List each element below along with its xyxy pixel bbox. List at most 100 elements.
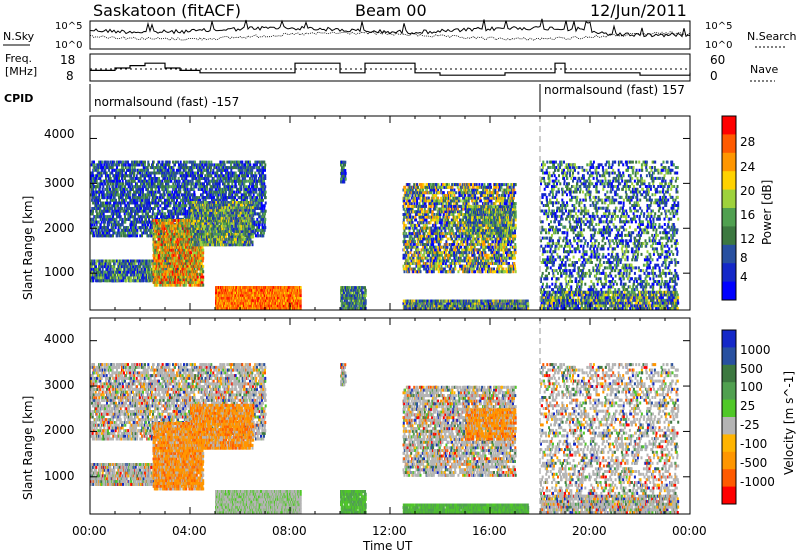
power-cell bbox=[224, 179, 227, 183]
power-cell bbox=[115, 168, 118, 172]
power-cell bbox=[115, 163, 118, 167]
power-cell bbox=[95, 193, 98, 197]
power-cell bbox=[202, 160, 205, 164]
power-cell bbox=[149, 220, 151, 224]
power-cell bbox=[264, 220, 266, 224]
power-cell bbox=[222, 174, 225, 178]
power-cell bbox=[241, 168, 244, 172]
power-cell bbox=[207, 177, 210, 180]
power-cell bbox=[141, 182, 143, 186]
power-cell bbox=[194, 198, 197, 202]
power-cell bbox=[97, 226, 100, 230]
power-cell bbox=[219, 160, 222, 164]
nave-tick-top: 60 bbox=[710, 53, 725, 67]
power-cell bbox=[106, 166, 108, 170]
power-cell bbox=[150, 201, 152, 205]
power-cell bbox=[220, 166, 223, 170]
power-cell bbox=[258, 160, 261, 164]
power-cell bbox=[136, 228, 139, 232]
power-cell bbox=[157, 185, 160, 189]
power-cell bbox=[125, 204, 128, 208]
power-cell bbox=[190, 185, 193, 189]
power-cell bbox=[180, 163, 183, 167]
power-cell bbox=[145, 204, 148, 208]
power-cell bbox=[111, 217, 114, 221]
power-cell bbox=[92, 190, 95, 194]
power-cell bbox=[112, 231, 115, 235]
power-cell bbox=[252, 190, 255, 194]
power-cell bbox=[98, 204, 101, 208]
power-cell bbox=[127, 215, 130, 219]
power-cell bbox=[101, 234, 104, 238]
power-cell bbox=[172, 166, 175, 170]
power-cell bbox=[147, 174, 150, 178]
power-cell bbox=[164, 212, 167, 216]
power-cell bbox=[211, 163, 213, 167]
power-cell bbox=[115, 190, 118, 194]
power-cell bbox=[168, 198, 171, 202]
power-cell bbox=[167, 196, 169, 200]
power-cell bbox=[103, 171, 106, 175]
power-cell bbox=[170, 168, 173, 172]
power-cell bbox=[139, 187, 142, 191]
power-cell bbox=[172, 215, 175, 219]
power-cell bbox=[95, 196, 98, 200]
power-cell bbox=[157, 207, 160, 210]
power-cell bbox=[239, 182, 242, 186]
power-cell bbox=[210, 190, 212, 194]
power-cell bbox=[161, 179, 164, 183]
power-cell bbox=[214, 174, 217, 178]
power-cell bbox=[244, 177, 246, 180]
power-cell bbox=[144, 193, 146, 197]
power-cell bbox=[97, 171, 100, 175]
power-cell bbox=[241, 160, 244, 164]
power-cell bbox=[142, 223, 144, 227]
power-cell bbox=[206, 182, 208, 186]
power-cell bbox=[91, 190, 93, 194]
power-cell bbox=[173, 207, 176, 210]
power-cell bbox=[95, 220, 98, 224]
power-cell bbox=[90, 177, 92, 180]
power-cell bbox=[144, 163, 146, 167]
power-cell bbox=[176, 198, 178, 202]
power-cell bbox=[99, 234, 102, 238]
power-cell bbox=[91, 171, 94, 175]
freq-label-2: [MHz] bbox=[5, 65, 37, 78]
power-cell bbox=[228, 171, 230, 175]
power-cell bbox=[108, 231, 111, 235]
power-cell bbox=[189, 171, 191, 175]
power-cell bbox=[229, 177, 231, 180]
power-cell bbox=[103, 220, 105, 224]
power-cell bbox=[105, 215, 107, 219]
power-cell bbox=[137, 204, 140, 208]
power-cell bbox=[106, 204, 108, 208]
power-cell bbox=[168, 215, 171, 219]
power-cell bbox=[141, 168, 143, 172]
power-cell bbox=[130, 171, 133, 175]
power-cell bbox=[137, 171, 139, 175]
power-cell bbox=[136, 207, 139, 210]
power-cell bbox=[151, 201, 154, 205]
power-cell bbox=[100, 174, 103, 178]
power-cell bbox=[108, 217, 110, 221]
power-cell bbox=[222, 166, 225, 170]
power-cell bbox=[187, 193, 189, 197]
power-cell bbox=[189, 179, 192, 183]
power-cell bbox=[177, 177, 180, 180]
power-cell bbox=[263, 160, 266, 164]
power-cell bbox=[216, 171, 219, 175]
power-cell bbox=[96, 185, 99, 189]
power-cell bbox=[113, 163, 116, 167]
power-cell bbox=[92, 234, 94, 238]
power-cell bbox=[218, 166, 220, 170]
power-cell bbox=[186, 196, 189, 200]
power-cell bbox=[137, 262, 140, 266]
power-cell bbox=[201, 196, 204, 200]
power-cell bbox=[98, 160, 100, 164]
power-cell bbox=[130, 220, 133, 224]
power-cell bbox=[167, 212, 170, 216]
power-cell bbox=[136, 187, 138, 191]
power-cell bbox=[214, 198, 216, 202]
power-cell bbox=[108, 223, 111, 227]
power-cell bbox=[115, 209, 118, 213]
